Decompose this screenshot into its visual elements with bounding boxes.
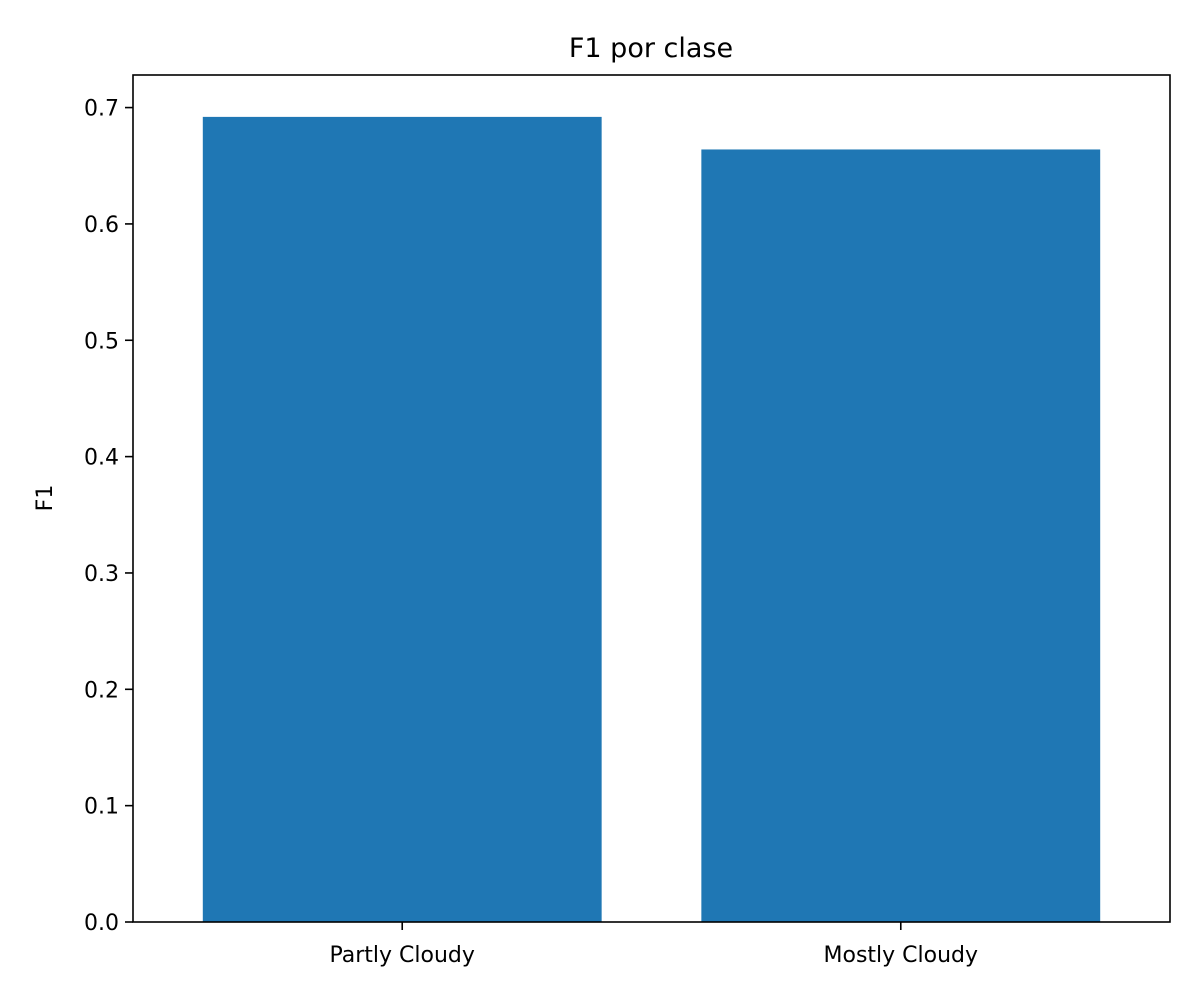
x-tick-label: Partly Cloudy [330,943,475,968]
x-tick-label: Mostly Cloudy [824,943,979,968]
chart-title: F1 por clase [569,33,733,64]
y-tick-label: 0.7 [84,97,119,122]
y-tick-label: 0.6 [84,213,119,238]
y-axis-ticks: 0.0 0.1 0.2 0.3 0.4 0.5 0.6 0.7 [84,97,133,936]
bars-group [202,116,1101,922]
plot-frame [132,74,1171,923]
y-tick-label: 0.4 [84,446,119,471]
bar-mostly-cloudy [701,149,1101,922]
bar-partly-cloudy [202,116,602,922]
y-tick-label: 0.2 [84,678,119,703]
y-tick-label: 0.3 [84,562,119,587]
y-tick-label: 0.5 [84,329,119,354]
x-axis-ticks: Partly Cloudy Mostly Cloudy [330,922,979,968]
y-tick-label: 0.0 [84,911,119,936]
y-axis-label: F1 [33,485,58,512]
y-tick-label: 0.1 [84,795,119,820]
